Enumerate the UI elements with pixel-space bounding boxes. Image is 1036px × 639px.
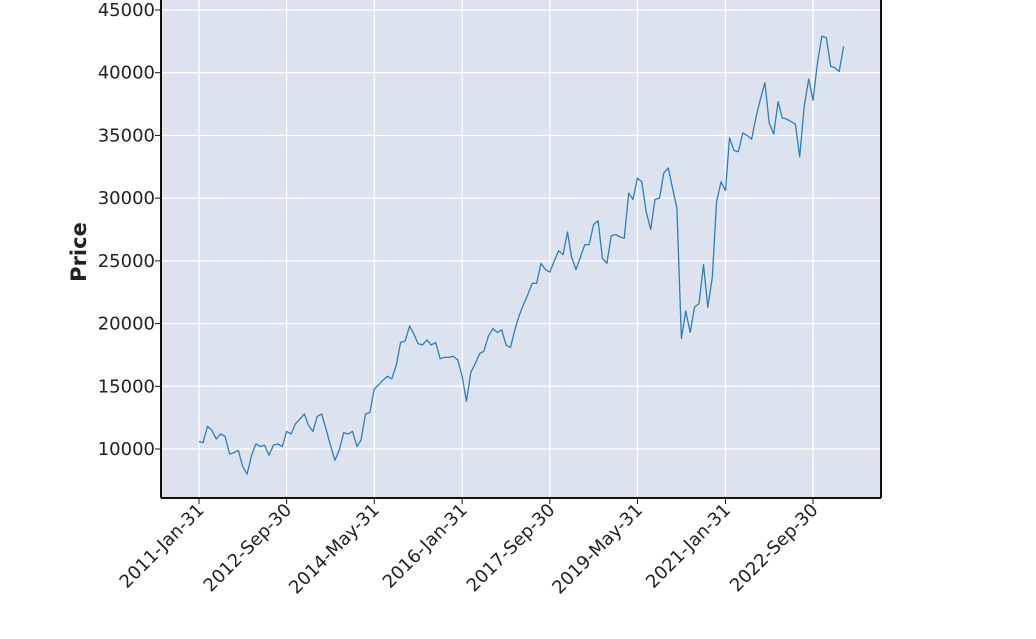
data-series [198, 35, 845, 475]
y-axis-label: Price [67, 222, 91, 282]
y-tick-label: 25000 [98, 251, 155, 272]
y-tick-label: 35000 [98, 125, 155, 146]
x-axis-ticks: 2011-Jan-312012-Sep-302014-May-312016-Ja… [116, 498, 823, 598]
y-tick-label: 15000 [98, 376, 155, 397]
y-tick-label: 20000 [98, 314, 155, 335]
x-tick-label: 2014-May-31 [285, 500, 384, 599]
y-tick-label: 30000 [98, 188, 155, 209]
plot-frame [160, 0, 882, 499]
x-tick-label: 2021-Jan-31 [642, 500, 735, 593]
y-axis-ticks: 10000 15000 20000 25000 30000 35000 40000 45000 [98, 0, 161, 460]
grid [161, 0, 881, 498]
x-tick-label: 2011-Jan-31 [116, 500, 209, 593]
x-tick-label: 2022-Sep-30 [726, 500, 823, 597]
y-tick-label: 10000 [98, 439, 155, 460]
x-tick-label: 2012-Sep-30 [200, 500, 297, 597]
y-tick-label: 45000 [98, 0, 155, 21]
y-tick-label: 40000 [98, 63, 155, 84]
x-tick-label: 2019-May-31 [548, 500, 647, 599]
x-tick-label: 2016-Jan-31 [379, 500, 472, 593]
x-tick-label: 2017-Sep-30 [463, 500, 560, 597]
price-line [198, 35, 845, 475]
plot-area [161, 0, 881, 498]
